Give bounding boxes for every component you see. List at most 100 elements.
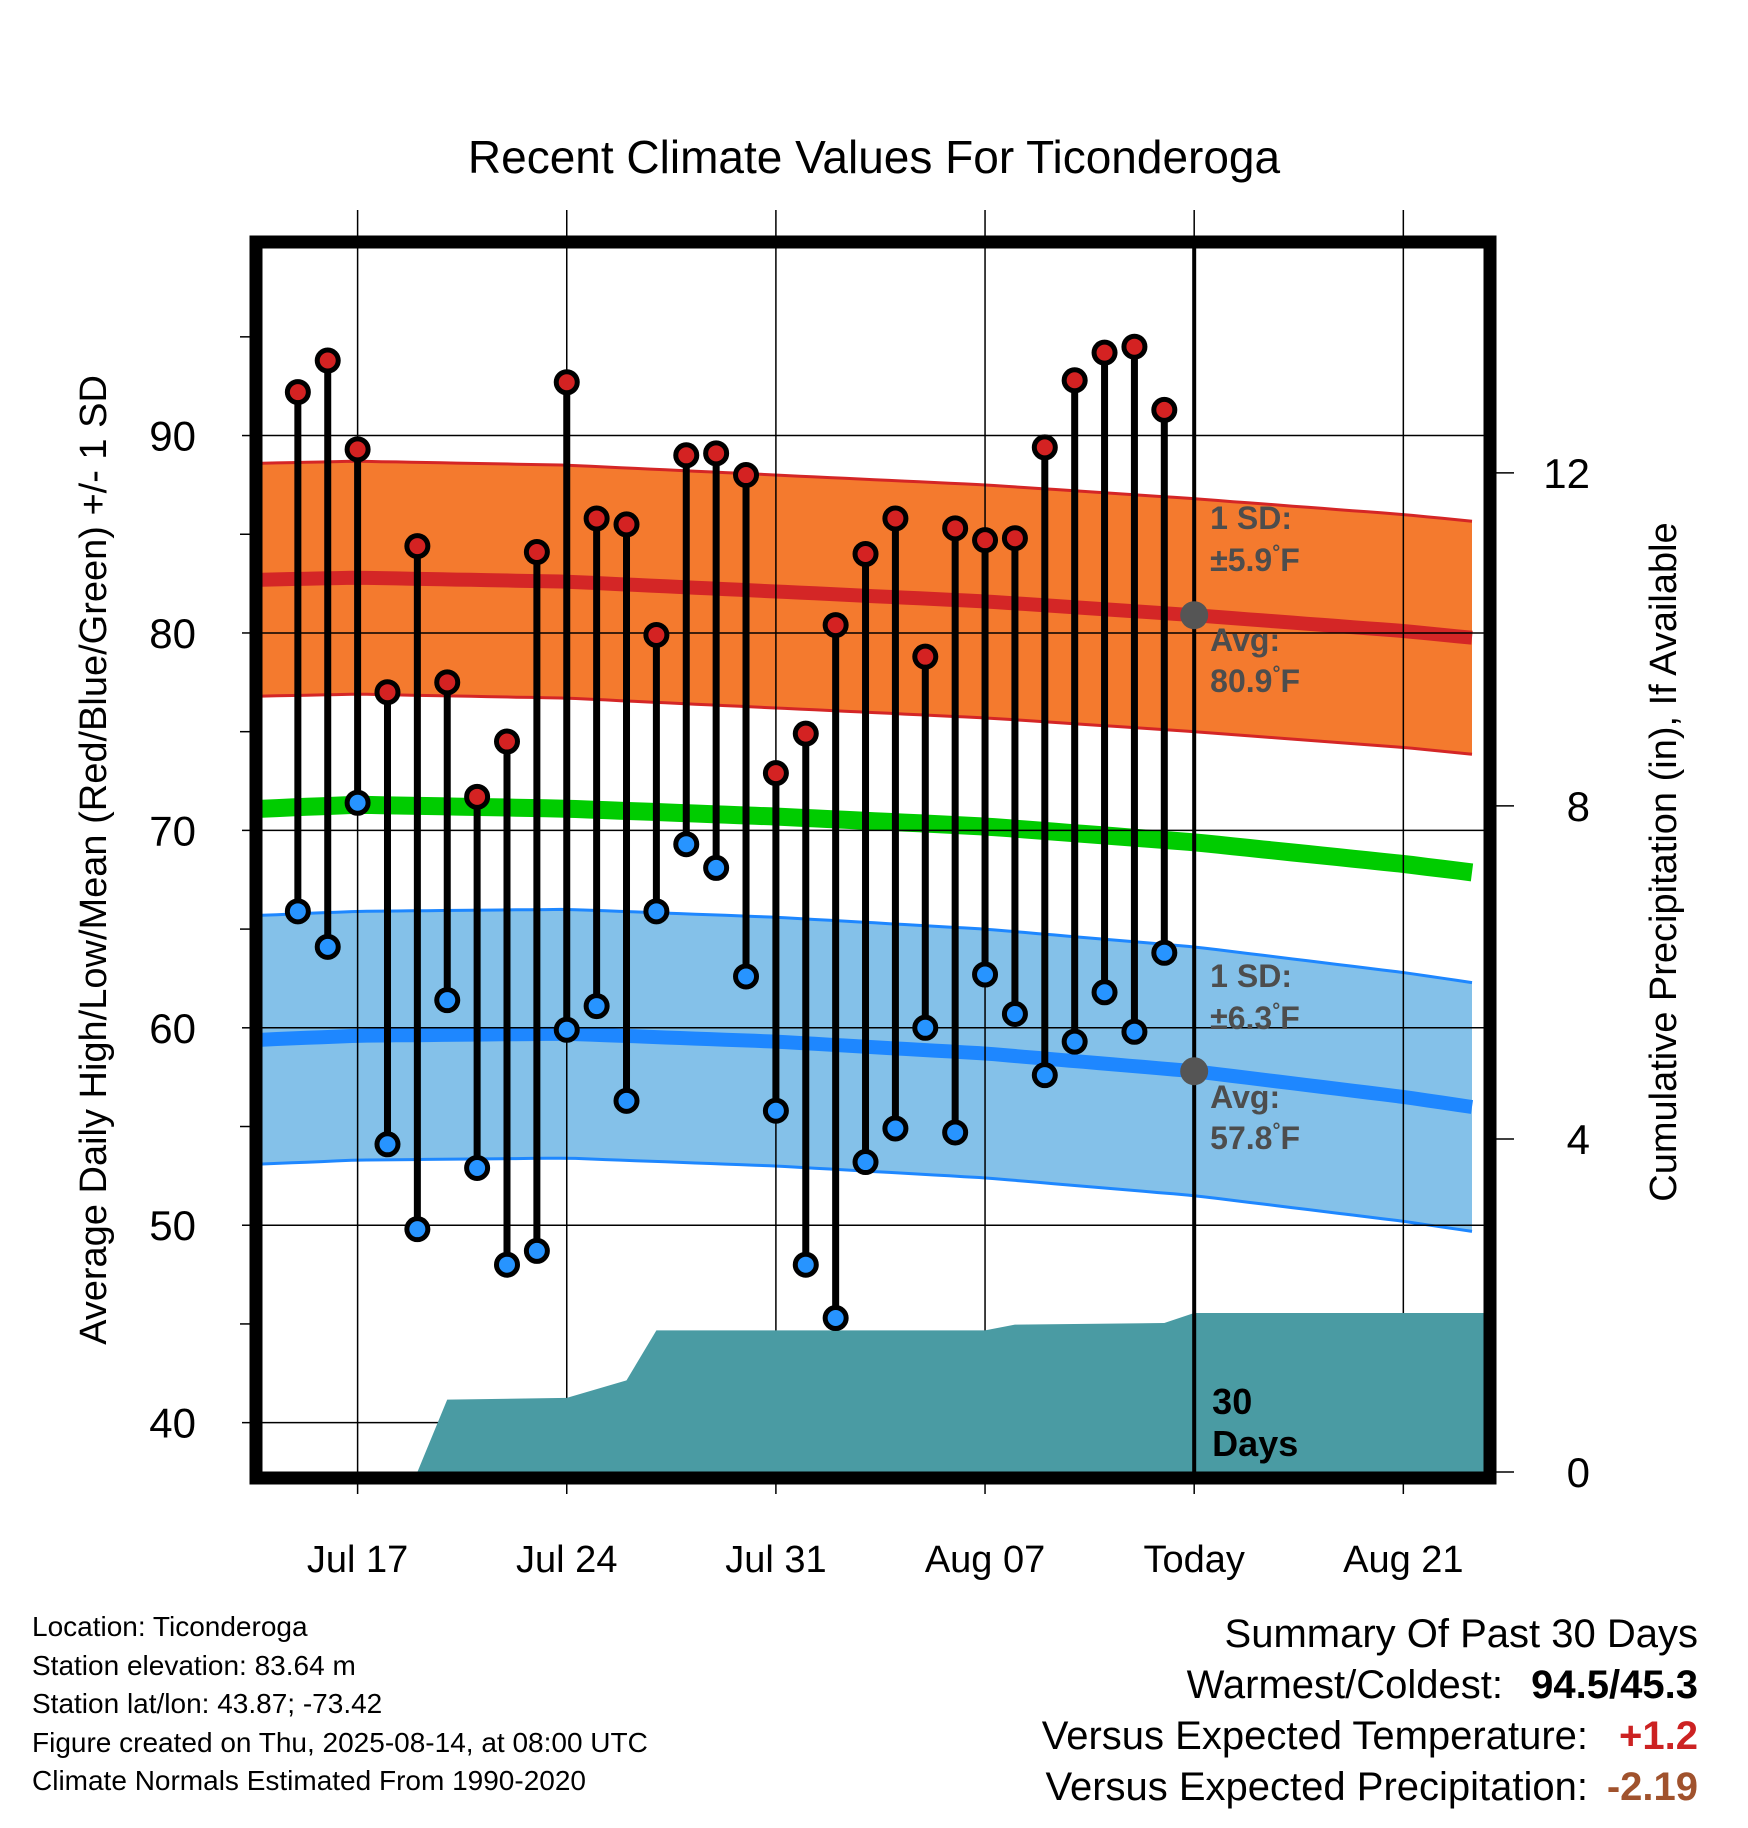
today-low-avg-marker <box>1180 1057 1209 1086</box>
temp-label: Versus Expected Temperature: <box>1041 1714 1588 1758</box>
low-temp-point <box>1151 939 1178 966</box>
temp-anomaly-value: +1.2 <box>1619 1714 1698 1758</box>
y-tick-label-80: 80 <box>149 610 196 657</box>
warmest-value: 94.5/45.3 <box>1531 1663 1698 1707</box>
high-temp-point <box>344 436 371 463</box>
precip-label-line1: 30 <box>1212 1381 1252 1422</box>
high-temp-point <box>314 347 341 374</box>
cumulative-precip-area <box>262 1313 1484 1472</box>
y-tick-label-70: 70 <box>149 807 196 854</box>
low-sd-label: 1 SD: <box>1210 958 1292 994</box>
x-tick-label-0: Jul 17 <box>307 1539 408 1581</box>
low-temp-point <box>374 1131 401 1158</box>
high-temp-point <box>643 621 670 648</box>
high-temp-point <box>1151 396 1178 423</box>
high-temp-point <box>1031 434 1058 461</box>
y-tick-label-50: 50 <box>149 1202 196 1249</box>
y2-axis-title: Cumulative Precipitation (in), If Availa… <box>1643 522 1685 1201</box>
low-temp-point <box>822 1305 849 1332</box>
plot-frame <box>249 235 1497 1485</box>
low-avg-value: 57.8°F <box>1210 1120 1300 1156</box>
created-text: Figure created on Thu, 2025-08-14, at 08… <box>32 1726 648 1758</box>
low-temp-point <box>344 789 371 816</box>
summary-panel: Summary Of Past 30 Days Warmest/Coldest:… <box>748 1612 1748 1816</box>
high-temp-point <box>374 679 401 706</box>
low-temp-point <box>523 1237 550 1264</box>
low-temp-point <box>553 1016 580 1043</box>
low-temp-point <box>972 961 999 988</box>
high-temp-point <box>733 462 760 489</box>
high-avg-label: Avg: <box>1210 622 1280 658</box>
high-temp-point <box>583 505 610 532</box>
chart-title: Recent Climate Values For Ticonderoga <box>468 131 1281 183</box>
low-temp-point <box>643 898 670 925</box>
y2-tick-label-4: 4 <box>1567 1116 1590 1163</box>
high-temp-point <box>852 541 879 567</box>
high-temp-point <box>1091 339 1118 366</box>
precip-anomaly-value: -2.19 <box>1606 1765 1698 1809</box>
low-temp-point <box>852 1149 879 1176</box>
low-temp-point <box>1121 1018 1148 1045</box>
x-tick-label-3: Aug 07 <box>925 1539 1045 1581</box>
high-temp-point <box>1061 367 1088 394</box>
high-temp-point <box>822 612 849 639</box>
low-avg-label: Avg: <box>1210 1079 1280 1115</box>
high-temp-point <box>972 527 999 554</box>
high-temp-point <box>942 515 969 542</box>
low-temp-point <box>434 987 461 1014</box>
low-sd-value: ±6.3°F <box>1210 1000 1300 1036</box>
low-temp-point <box>464 1154 491 1181</box>
high-sd-label: 1 SD: <box>1210 500 1292 536</box>
location-text: Location: Ticonderoga <box>32 1611 308 1642</box>
high-temp-point <box>434 669 461 696</box>
y2-tick-label-0: 0 <box>1567 1449 1590 1496</box>
climate-chart: Recent Climate Values For Ticonderoga 1 … <box>73 131 1685 1581</box>
low-temp-point <box>882 1115 909 1142</box>
low-temp-point <box>1031 1062 1058 1089</box>
high-temp-point <box>1001 525 1028 552</box>
high-temp-point <box>762 760 789 787</box>
low-temp-point <box>1061 1028 1088 1055</box>
high-temp-point <box>882 505 909 532</box>
high-temp-point <box>493 728 520 755</box>
high-temp-point <box>523 539 550 566</box>
high-temp-point <box>1121 333 1148 360</box>
latlon-text: Station lat/lon: 43.87; -73.42 <box>32 1688 383 1719</box>
y2-tick-label-8: 8 <box>1567 783 1590 830</box>
high-temp-point <box>404 533 431 560</box>
x-tick-label-5: Aug 21 <box>1343 1539 1463 1581</box>
y-tick-label-60: 60 <box>149 1005 196 1052</box>
y-tick-label-90: 90 <box>149 413 196 460</box>
high-temp-point <box>703 440 730 467</box>
x-tick-label-2: Jul 31 <box>725 1539 826 1581</box>
low-temp-point <box>942 1119 969 1146</box>
low-temp-point <box>703 854 730 881</box>
low-temp-point <box>404 1216 431 1243</box>
station-info: Location: Ticonderoga Station elevation:… <box>32 1608 648 1801</box>
y2-tick-label-12: 12 <box>1543 450 1590 497</box>
high-temp-point <box>673 442 700 469</box>
high-sd-upper-line <box>262 459 1473 523</box>
low-temp-point <box>314 933 341 960</box>
low-temp-point <box>583 993 610 1020</box>
precip-label: Versus Expected Precipitation: <box>1045 1765 1588 1809</box>
high-temp-point <box>613 511 640 538</box>
low-temp-point <box>912 1014 939 1041</box>
low-temp-point <box>493 1251 520 1278</box>
summary-title: Summary Of Past 30 Days <box>1224 1612 1698 1656</box>
x-tick-label-4: Today <box>1143 1539 1244 1581</box>
high-avg-value: 80.9°F <box>1210 663 1300 699</box>
elevation-text: Station elevation: 83.64 m <box>32 1649 356 1681</box>
low-temp-point <box>673 831 700 858</box>
precip-label-line2: Days <box>1212 1423 1298 1464</box>
today-high-avg-marker <box>1180 601 1209 630</box>
low-temp-point <box>792 1251 819 1278</box>
low-temp-point <box>1001 1000 1028 1027</box>
low-temp-point <box>613 1087 640 1114</box>
low-temp-point <box>733 963 760 990</box>
x-tick-label-1: Jul 24 <box>516 1539 617 1581</box>
high-sd-value: ±5.9°F <box>1210 542 1300 578</box>
low-temp-point <box>284 898 311 925</box>
y-tick-label-40: 40 <box>149 1400 196 1447</box>
low-temp-point <box>1091 979 1118 1006</box>
